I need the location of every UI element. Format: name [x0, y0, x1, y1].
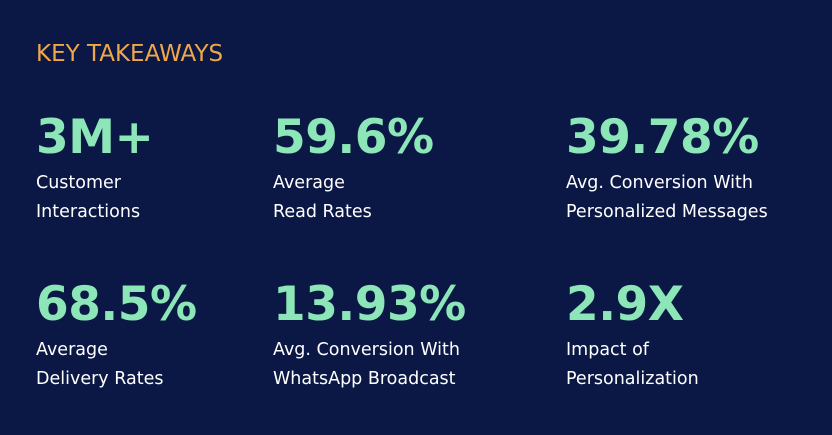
stat-label: Avg. Conversion With Personalized Messag…: [566, 169, 826, 227]
stat-card-broadcast-conversion: 13.93% Avg. Conversion With WhatsApp Bro…: [273, 276, 533, 394]
stat-label-line: Avg. Conversion With: [566, 173, 753, 193]
stat-value: 59.6%: [273, 110, 434, 165]
stat-label: Impact of Personalization: [566, 336, 826, 394]
stat-card-personalization-impact: 2.9X Impact of Personalization: [566, 276, 826, 394]
stat-label-line: Delivery Rates: [36, 369, 164, 389]
stat-card-read-rates: 59.6% Average Read Rates: [273, 109, 533, 227]
stat-label-line: Impact of: [566, 340, 649, 360]
stat-value: 39.78%: [566, 110, 759, 165]
stat-label-line: Interactions: [36, 202, 141, 222]
stat-label-line: Avg. Conversion With: [273, 340, 460, 360]
stat-label: Customer Interactions: [36, 169, 296, 227]
stat-card-delivery-rates: 68.5% Average Delivery Rates: [36, 276, 296, 394]
stat-label: Average Delivery Rates: [36, 336, 296, 394]
stat-value: 3M+: [36, 110, 154, 165]
stat-label-line: Customer: [36, 173, 122, 193]
stat-label-line: Read Rates: [273, 202, 372, 222]
stat-label: Avg. Conversion With WhatsApp Broadcast: [273, 336, 533, 394]
stat-card-personalized-conversion: 39.78% Avg. Conversion With Personalized…: [566, 109, 826, 227]
stat-value: 2.9X: [566, 277, 684, 332]
stat-label-line: Personalized Messages: [566, 202, 768, 222]
stat-value: 68.5%: [36, 277, 197, 332]
stat-label-line: Personalization: [566, 369, 699, 389]
stat-label: Average Read Rates: [273, 169, 533, 227]
stat-label-line: Average: [36, 340, 108, 360]
stat-label-line: Average: [273, 173, 345, 193]
stat-label-line: WhatsApp Broadcast: [273, 369, 456, 389]
stat-card-customer-interactions: 3M+ Customer Interactions: [36, 109, 296, 227]
stat-value: 13.93%: [273, 277, 466, 332]
section-heading: KEY TAKEAWAYS: [36, 41, 224, 67]
